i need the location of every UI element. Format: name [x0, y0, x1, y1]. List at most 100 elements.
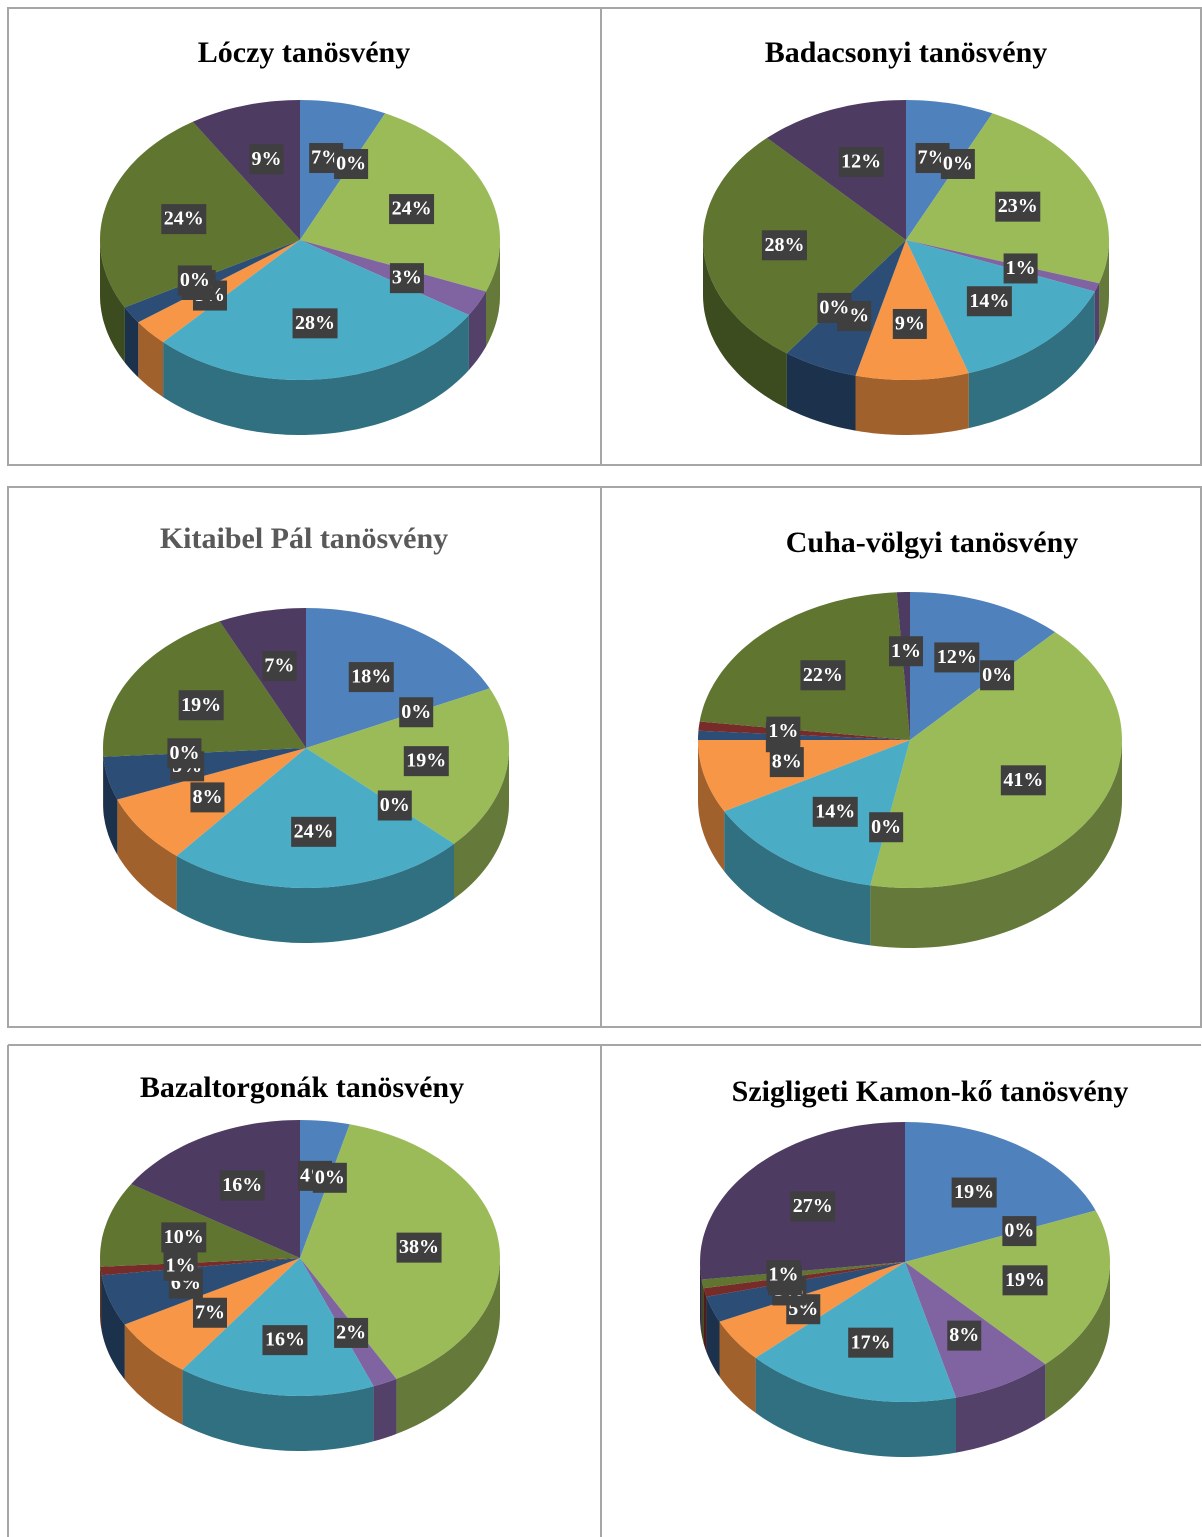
data-label: 23% [998, 195, 1038, 217]
slice-side [486, 240, 500, 347]
slice-side-shade [100, 240, 125, 363]
slice-side [100, 240, 125, 363]
slice-side-shade [719, 1321, 756, 1413]
label-box [334, 148, 369, 179]
label-box [790, 1191, 836, 1222]
label-box [291, 816, 337, 847]
slice-side [701, 1279, 704, 1344]
label-box [249, 144, 284, 175]
slice-side [755, 1357, 956, 1457]
data-label: 27% [793, 1195, 833, 1217]
slice [906, 240, 1100, 292]
data-label: 7% [918, 147, 948, 169]
slice-side-shade [968, 291, 1095, 429]
data-label: 8% [772, 751, 802, 773]
data-label: 14% [815, 800, 855, 822]
data-label: 8% [192, 786, 222, 808]
data-label: 8% [949, 1324, 979, 1346]
data-label: 0% [943, 153, 973, 175]
data-label: 19% [954, 1181, 994, 1203]
data-label: 9% [252, 148, 282, 170]
slice-side [786, 353, 856, 431]
cell [600, 486, 1202, 1028]
slice [103, 748, 307, 800]
chart-title: Bazaltorgonák tanösvény [140, 1071, 464, 1104]
data-label: 7% [264, 655, 294, 677]
data-label: 10% [164, 1226, 204, 1248]
pie-sides [703, 240, 1109, 435]
label-box [812, 796, 858, 827]
label-box [292, 308, 338, 339]
data-label: 28% [295, 312, 335, 334]
label-box [167, 738, 202, 769]
slice [698, 730, 910, 740]
slice-side-shade [454, 748, 509, 899]
slice-side-shade [124, 307, 139, 378]
data-label: 0% [1004, 1220, 1034, 1242]
slice-side-shade [698, 740, 725, 872]
slice-side [103, 756, 118, 855]
slice-side-shade [1045, 1262, 1110, 1420]
label-box [1003, 253, 1038, 284]
slice-side [855, 373, 969, 435]
label-box [889, 636, 924, 667]
slice-side-shade [100, 1266, 102, 1331]
label-box [766, 1260, 801, 1291]
data-label: 9% [895, 313, 925, 335]
slice-side-shade [703, 1288, 707, 1352]
data-label: 3% [392, 267, 422, 289]
slice-side-shade [182, 1369, 374, 1451]
label-box [334, 1317, 369, 1348]
label-box [192, 1297, 227, 1328]
label-box [178, 690, 224, 721]
slice-side-shade [163, 315, 469, 435]
slice-side-shade [1094, 283, 1100, 347]
label-box [262, 651, 297, 682]
slice-side-shade [373, 1378, 397, 1442]
data-label: 1% [891, 640, 921, 662]
label-box [389, 263, 424, 294]
label-box [403, 746, 449, 777]
slice-side [1099, 240, 1109, 339]
label-box [312, 1162, 347, 1193]
slice-side [956, 1364, 1046, 1453]
chart-title: Kitaibel Pál tanösvény [160, 522, 448, 555]
slice-side [706, 1296, 720, 1377]
slice-side-shade [176, 843, 454, 943]
data-label: 24% [294, 820, 334, 842]
slice-side [1094, 283, 1100, 347]
slice-side-shade [700, 1262, 702, 1335]
data-label: 41% [1003, 769, 1043, 791]
label-box [1002, 1265, 1048, 1296]
cell [600, 7, 1202, 466]
data-label: 0% [380, 794, 410, 816]
label-box [766, 716, 801, 747]
slice [100, 1258, 301, 1276]
slice-side [182, 1369, 374, 1451]
slice-side-shade [786, 353, 856, 431]
slice-side-shade [1099, 240, 1109, 339]
slice-side-shade [706, 1296, 720, 1377]
slice-side-shade [956, 1364, 1046, 1453]
slice [698, 721, 910, 740]
label-box [177, 265, 212, 296]
slice-side [698, 740, 725, 872]
slice-side-shade [870, 740, 1122, 948]
label-box [980, 660, 1015, 691]
slice-side [703, 1288, 707, 1352]
slice-side-shade [117, 799, 177, 911]
slice [767, 100, 906, 240]
label-box [1000, 765, 1046, 796]
label-box [399, 697, 434, 728]
slice-side [117, 799, 177, 911]
slice [131, 1120, 300, 1258]
slice [870, 632, 1122, 888]
slice-side [468, 291, 486, 370]
label-box [389, 194, 435, 225]
data-label: 18% [351, 666, 391, 688]
data-label: 1% [166, 1254, 196, 1276]
data-label: 19% [406, 750, 446, 772]
label-box [817, 292, 852, 323]
label-box [934, 642, 980, 673]
